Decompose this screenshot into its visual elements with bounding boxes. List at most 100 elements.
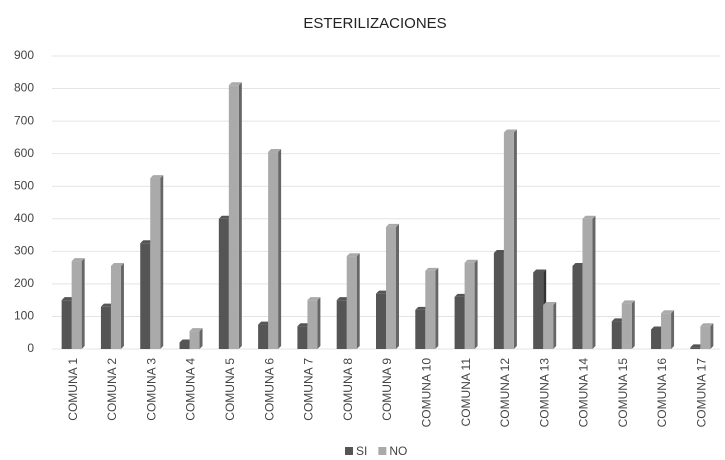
bar <box>189 331 200 349</box>
bar-side <box>631 300 635 349</box>
bar-top <box>543 302 557 306</box>
bar-top <box>572 262 586 266</box>
bar-top <box>503 129 517 133</box>
bar <box>621 303 632 349</box>
bar-top <box>464 259 478 263</box>
bar <box>346 256 357 349</box>
bar-side <box>435 267 439 349</box>
bar <box>503 132 514 349</box>
bar-side <box>160 175 164 349</box>
x-tick-label: COMUNA 16 <box>655 358 669 428</box>
y-tick-label: 400 <box>14 211 34 225</box>
bar-side <box>553 302 557 349</box>
bar <box>493 252 504 349</box>
bar <box>533 272 544 349</box>
bar <box>661 313 672 349</box>
y-tick-label: 0 <box>27 341 34 355</box>
bar-side <box>710 323 714 349</box>
bar-top <box>258 321 272 325</box>
bar-side <box>317 297 321 349</box>
bar <box>228 85 239 350</box>
bar-top <box>690 344 704 348</box>
x-tick-label: COMUNA 6 <box>262 358 276 421</box>
bar-top <box>700 323 714 327</box>
bar-top <box>661 310 675 314</box>
bar <box>651 329 662 349</box>
bar <box>543 305 554 349</box>
bar-top <box>228 82 242 86</box>
legend-label: SI <box>356 444 367 458</box>
bar-top <box>346 253 360 257</box>
bar <box>376 293 386 349</box>
y-tick-label: 100 <box>14 309 34 323</box>
bar-top <box>297 323 311 327</box>
y-tick-label: 800 <box>14 81 34 95</box>
bar-top <box>71 258 85 262</box>
bar-side <box>592 215 596 349</box>
bar-top <box>376 290 389 294</box>
x-tick-label: COMUNA 14 <box>577 358 591 428</box>
bar-top <box>533 269 547 273</box>
bar-top <box>611 318 625 322</box>
bar-side <box>513 129 517 349</box>
x-tick-label: COMUNA 13 <box>537 358 551 428</box>
bar-top <box>140 240 154 244</box>
bar <box>179 342 190 349</box>
bar-top <box>218 215 232 219</box>
x-tick-label: COMUNA 9 <box>380 358 394 421</box>
x-tick-label: COMUNA 1 <box>66 358 80 421</box>
x-tick-label: COMUNA 10 <box>419 358 433 428</box>
x-tick-label: COMUNA 2 <box>105 358 119 421</box>
bar <box>61 300 72 349</box>
bar-top <box>336 297 350 301</box>
bar-side <box>474 259 478 349</box>
bar <box>71 261 82 349</box>
bar <box>140 243 151 349</box>
bar <box>690 347 701 349</box>
bar-side <box>81 258 85 349</box>
x-tick-label: COMUNA 11 <box>459 358 473 427</box>
bar <box>100 306 111 349</box>
bar-side <box>120 262 124 349</box>
y-tick-label: 600 <box>14 146 34 160</box>
bar <box>425 270 436 349</box>
x-tick-label: COMUNA 8 <box>341 358 355 421</box>
bar-side <box>671 310 675 349</box>
bar <box>336 300 347 349</box>
x-tick-label: COMUNA 17 <box>695 358 709 428</box>
chart-title: ESTERILIZACIONES <box>303 15 446 32</box>
bar <box>110 265 121 349</box>
bar <box>258 324 269 349</box>
legend-swatch <box>378 447 387 455</box>
bar-top <box>415 306 429 310</box>
bar <box>464 262 475 349</box>
legend-label: NO <box>389 444 407 458</box>
bar <box>268 152 279 349</box>
x-tick-label: COMUNA 7 <box>302 358 316 421</box>
bar-top <box>493 249 507 253</box>
x-tick-label: COMUNA 15 <box>616 358 630 428</box>
bar <box>454 296 465 349</box>
bar-top <box>307 297 321 301</box>
bar-top <box>621 300 635 304</box>
y-tick-label: 300 <box>14 244 34 258</box>
bar-top <box>582 215 596 219</box>
bar <box>572 265 583 349</box>
x-tick-label: COMUNA 5 <box>223 358 237 421</box>
bar-side <box>238 82 242 350</box>
bar <box>150 178 161 349</box>
bar <box>700 326 711 349</box>
x-tick-label: COMUNA 3 <box>144 358 158 421</box>
bar-side <box>199 328 203 349</box>
bar-top <box>268 149 282 153</box>
bar <box>386 226 396 349</box>
x-tick-label: COMUNA 12 <box>498 358 512 428</box>
y-tick-label: 700 <box>14 113 34 127</box>
bar-top <box>189 328 203 332</box>
bar <box>307 300 318 349</box>
bar-side <box>396 223 399 349</box>
bar-top <box>110 262 124 266</box>
bar-top <box>150 175 164 179</box>
bar-side <box>278 149 282 349</box>
